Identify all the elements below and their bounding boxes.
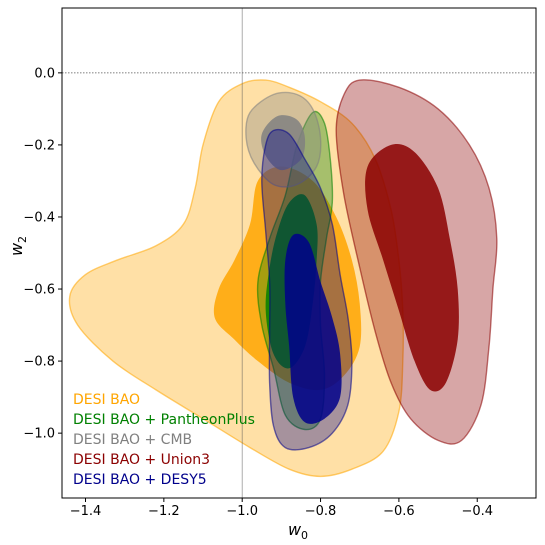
contour-inner-desi-bao-desy5 xyxy=(284,233,342,424)
x-tick-label: −1.0 xyxy=(226,504,258,519)
legend-entry-desi-bao: DESI BAO xyxy=(73,392,140,408)
y-axis-label: w2 xyxy=(7,236,29,256)
x-axis-label-main: w xyxy=(288,520,302,539)
y-tick-label: −1.0 xyxy=(23,427,55,442)
contour-layer xyxy=(68,79,498,478)
y-axis-label-main: w xyxy=(7,242,26,256)
y-tick-label: −0.4 xyxy=(23,210,55,225)
x-tick-label: −0.4 xyxy=(461,504,493,519)
y-axis-label-group: w2 xyxy=(7,236,29,256)
y-tick-label: −0.8 xyxy=(23,355,55,370)
y-tick-label: −0.2 xyxy=(23,138,55,153)
x-axis-label: w0 xyxy=(288,520,308,542)
legend-entry-desi-bao-cmb: DESI BAO + CMB xyxy=(73,432,192,448)
contour-desi-bao-cmb xyxy=(245,91,322,188)
y-axis-ticks: 0.0 −0.2 −0.4 −0.6 −0.8 −1.0 xyxy=(23,66,62,442)
x-tick-label: −1.2 xyxy=(148,504,180,519)
contour-desi-bao-union3 xyxy=(335,79,498,445)
x-axis-label-subscript: 0 xyxy=(301,529,308,542)
x-tick-label: −0.8 xyxy=(305,504,337,519)
reference-lines xyxy=(62,8,536,498)
legend-entry-desi-bao-desy5: DESI BAO + DESY5 xyxy=(73,472,207,488)
legend: DESI BAO DESI BAO + PantheonPlus DESI BAO … xyxy=(73,392,255,488)
legend-entry-desi-bao-pantheonplus: DESI BAO + PantheonPlus xyxy=(73,412,255,428)
y-tick-label: 0.0 xyxy=(34,66,55,81)
y-axis-label-subscript: 2 xyxy=(16,236,29,243)
x-tick-label: −0.6 xyxy=(383,504,415,519)
contour-inner-desi-bao-cmb xyxy=(261,115,306,171)
legend-entry-desi-bao-union3: DESI BAO + Union3 xyxy=(73,452,210,468)
x-tick-label: −1.4 xyxy=(70,504,102,519)
x-axis-ticks: −1.4 −1.2 −1.0 −0.8 −0.6 −0.4 xyxy=(70,498,493,519)
contour-inner-desi-bao-union3 xyxy=(365,144,459,392)
y-tick-label: −0.6 xyxy=(23,283,55,298)
contour-desi-bao-desy5 xyxy=(261,128,353,451)
plot-frame xyxy=(61,7,537,499)
